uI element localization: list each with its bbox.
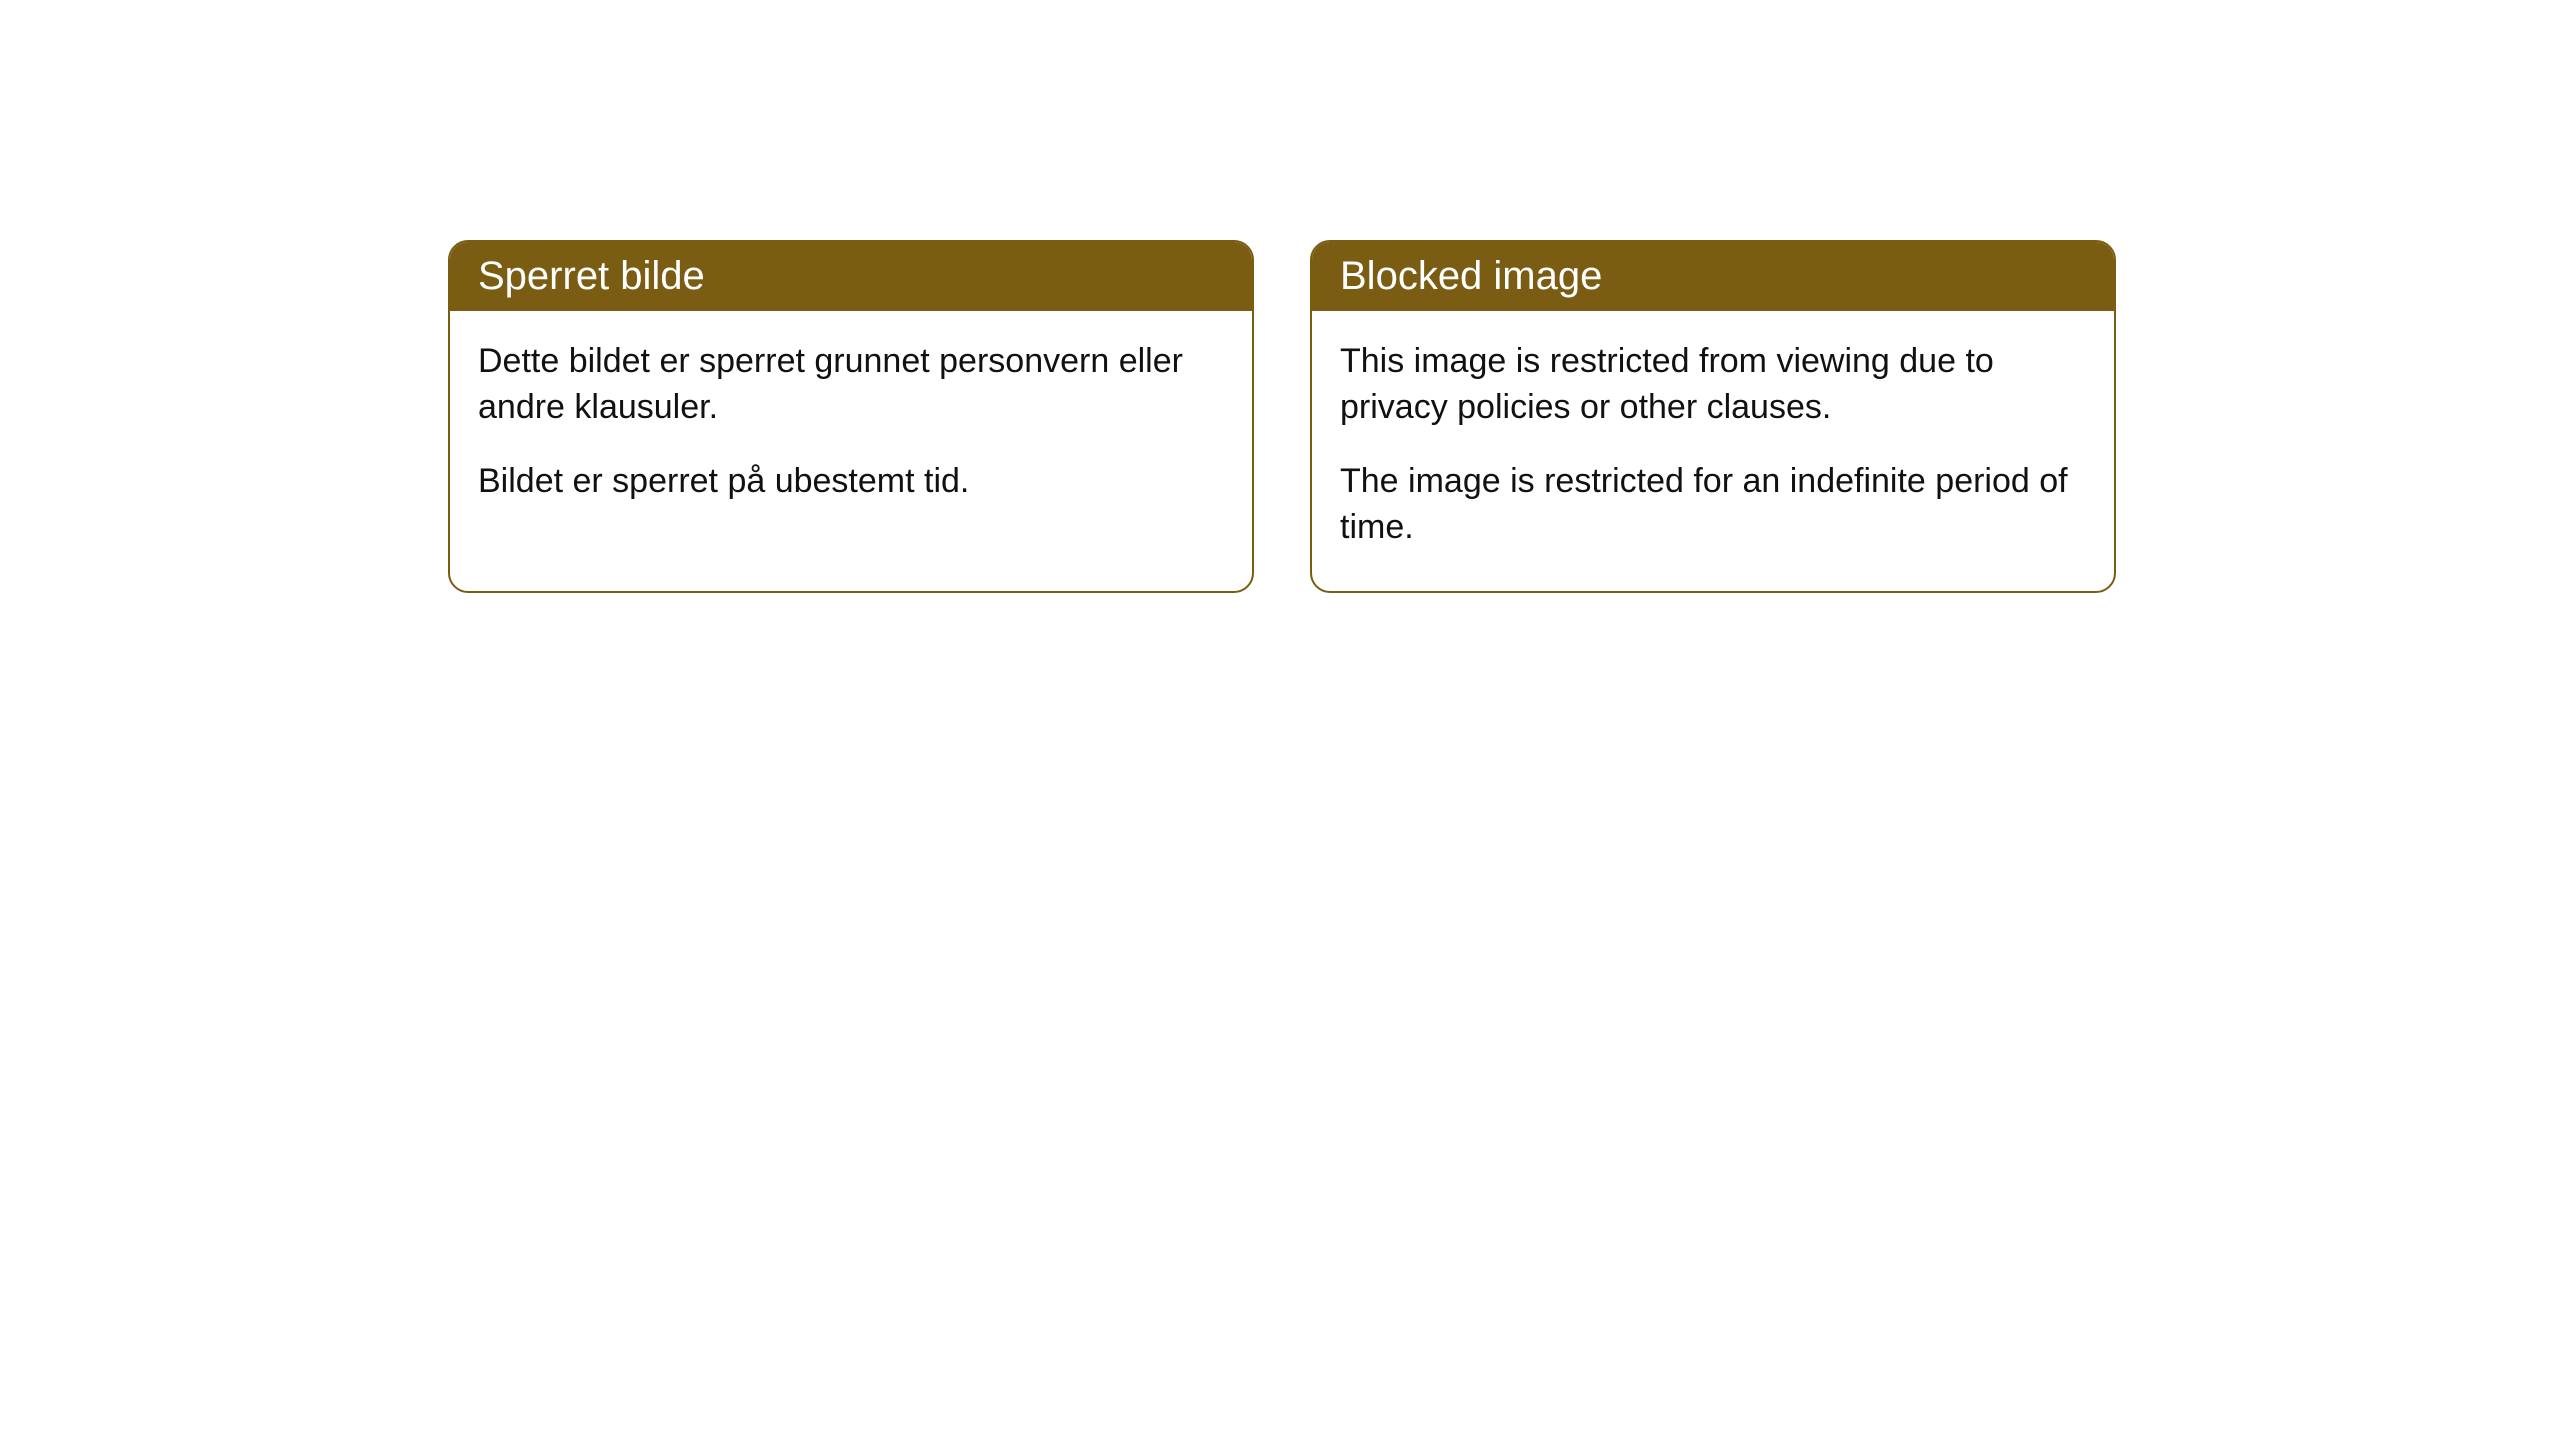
panel-english-header: Blocked image [1312,242,2114,311]
panel-norwegian: Sperret bilde Dette bildet er sperret gr… [448,240,1254,593]
panel-english-body: This image is restricted from viewing du… [1312,311,2114,591]
panel-english: Blocked image This image is restricted f… [1310,240,2116,593]
panel-english-para2: The image is restricted for an indefinit… [1340,459,2086,551]
notice-container: Sperret bilde Dette bildet er sperret gr… [448,240,2116,593]
panel-norwegian-body: Dette bildet er sperret grunnet personve… [450,311,1252,545]
panel-norwegian-para2: Bildet er sperret på ubestemt tid. [478,459,1224,505]
panel-norwegian-header: Sperret bilde [450,242,1252,311]
panel-english-para1: This image is restricted from viewing du… [1340,339,2086,431]
panel-norwegian-para1: Dette bildet er sperret grunnet personve… [478,339,1224,431]
